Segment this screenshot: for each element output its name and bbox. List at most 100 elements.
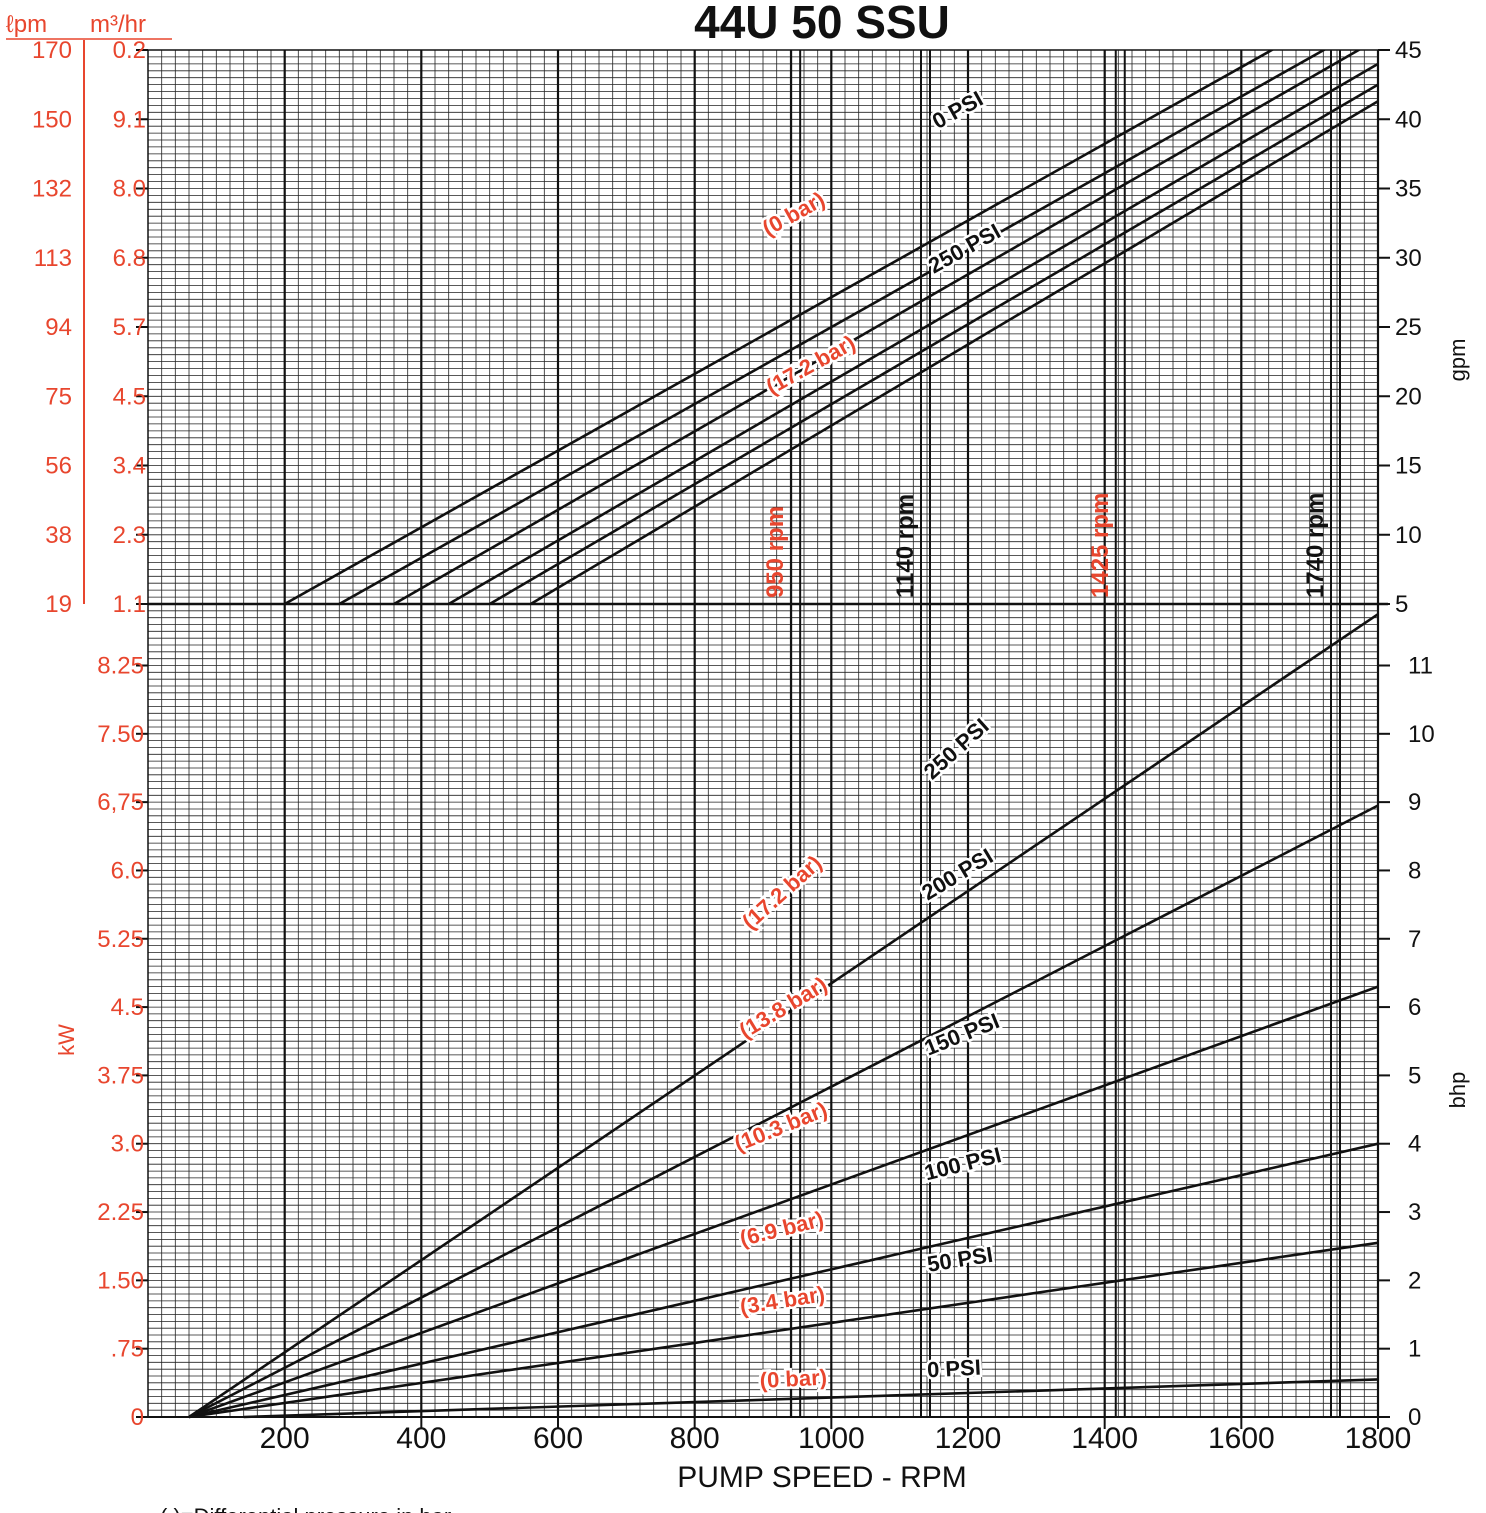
chart-grid (147, 49, 1380, 1418)
bhp-tick-label: 10 (1408, 721, 1435, 748)
power-curve (188, 1241, 1379, 1419)
m3hr-tick-label: 3.4 (113, 453, 146, 480)
gpm-tick-label: 10 (1395, 522, 1422, 549)
flow-curve (489, 83, 1378, 604)
flow-curve-label: (0 bar) (758, 187, 829, 241)
rpm-marker-lines: 950 rpm 1140 rpm 1425 rpm 1740 rpm (762, 50, 1341, 1417)
power-curve (188, 804, 1379, 1419)
footnote: ( )=Differential pressure in bar (160, 1504, 451, 1513)
flow-curve (338, 50, 1327, 604)
bhp-tick-label: 11 (1408, 652, 1433, 679)
gpm-tick-label: 5 (1395, 591, 1408, 618)
gpm-tick-label: 25 (1395, 314, 1422, 341)
power-series-group (188, 613, 1379, 1419)
kw-tick-label: 4.5 (111, 994, 144, 1021)
lpm-tick-label: 19 (45, 591, 72, 618)
x-tick-label: 600 (533, 1422, 583, 1455)
rpm-marker-label: 950 rpm (762, 506, 789, 598)
x-tick-label: 1200 (935, 1422, 1002, 1455)
gpm-axis-title: gpm (1445, 339, 1470, 382)
bhp-tick-label: 8 (1408, 857, 1421, 884)
power-curve (188, 1142, 1379, 1419)
flow-curve (448, 62, 1378, 604)
kw-tick-label: 3.0 (111, 1131, 144, 1158)
lpm-tick-label: 38 (45, 522, 72, 549)
lpm-tick-label: 56 (45, 453, 72, 480)
m3hr-tick-label: 1.1 (113, 591, 146, 618)
lpm-tick-label: 150 (32, 106, 72, 133)
x-tick-label: 1600 (1208, 1422, 1275, 1455)
x-tick-label: 1400 (1071, 1422, 1138, 1455)
lpm-tick-label: 75 (45, 383, 72, 410)
kw-tick-label: .75 (111, 1336, 144, 1363)
lpm-tick-label: 113 (34, 245, 72, 272)
power-curve-label: (0 bar) (759, 1365, 827, 1393)
flow-curve (284, 50, 1275, 604)
flow-curve-label: 250 PSI (924, 219, 1005, 279)
gpm-tick-label: 35 (1395, 176, 1422, 203)
x-tick-label: 800 (670, 1422, 720, 1455)
kw-tick-label: 8.25 (97, 652, 144, 679)
x-tick-label: 400 (396, 1422, 446, 1455)
bhp-axis-title: bhp (1445, 1072, 1470, 1109)
power-curve (188, 985, 1379, 1419)
bhp-tick-label: 4 (1408, 1131, 1421, 1158)
x-axis-label: PUMP SPEED - RPM (677, 1461, 967, 1494)
rpm-marker-label: 1140 rpm (892, 494, 919, 598)
m3hr-tick-label: 8.0 (113, 176, 146, 203)
gpm-tick-label: 40 (1395, 106, 1422, 133)
x-tick-label: 1800 (1345, 1422, 1412, 1455)
bhp-tick-label: 0 (1408, 1404, 1421, 1431)
m3hr-tick-label: 4.5 (113, 383, 146, 410)
kw-tick-label: 5.25 (97, 926, 144, 953)
power-curve (188, 613, 1379, 1419)
bhp-tick-label: 7 (1408, 926, 1421, 953)
gpm-tick-label: 45 (1395, 37, 1422, 64)
lpm-header: ℓpm (6, 11, 47, 38)
power-curve-label: 50 PSI (925, 1242, 994, 1277)
kw-axis-title: kW (54, 1024, 79, 1056)
bhp-tick-label: 6 (1408, 994, 1421, 1021)
m3hr-tick-label: 0.2 (113, 37, 146, 64)
rpm-marker-label: 1740 rpm (1302, 493, 1329, 598)
flow-series-group (284, 50, 1378, 604)
kw-tick-label: 2.25 (97, 1199, 144, 1226)
flow-curve (393, 50, 1362, 604)
power-curve-label: 0 PSI (926, 1355, 981, 1383)
m3hr-tick-label: 5.7 (113, 314, 146, 341)
m3hr-header: m³/hr (90, 11, 146, 38)
x-tick-label: 200 (260, 1422, 310, 1455)
axes-group: 200 400 600 800 1000 1200 1400 1600 180051015202… (6, 37, 1435, 1455)
kw-tick-label: 6,75 (97, 789, 144, 816)
rpm-marker-label: 1425 rpm (1087, 493, 1114, 598)
lpm-tick-label: 94 (45, 314, 72, 341)
gpm-tick-label: 15 (1395, 453, 1422, 480)
m3hr-tick-label: 9.1 (113, 106, 146, 133)
m3hr-tick-label: 2.3 (113, 522, 146, 549)
lpm-tick-label: 170 (32, 37, 72, 64)
bhp-tick-label: 3 (1408, 1199, 1421, 1226)
lpm-tick-label: 132 (32, 176, 72, 203)
grid-minor (147, 49, 1379, 1418)
kw-tick-label: 6.0 (111, 857, 144, 884)
x-tick-label: 1000 (798, 1422, 865, 1455)
power-curve-label: (17.2 bar) (737, 850, 826, 934)
power-curve-label: 150 PSI (921, 1008, 1003, 1061)
chart-title: 44U 50 SSU (694, 0, 950, 48)
gpm-tick-label: 20 (1395, 383, 1422, 410)
bhp-tick-label: 5 (1408, 1062, 1421, 1089)
kw-tick-label: 7.50 (97, 721, 144, 748)
m3hr-tick-label: 6.8 (113, 245, 146, 272)
gpm-tick-label: 30 (1395, 245, 1422, 272)
kw-tick-label: 1.50 (97, 1267, 144, 1294)
bhp-tick-label: 1 (1408, 1336, 1421, 1363)
bhp-tick-label: 9 (1408, 789, 1421, 816)
kw-tick-label: 0 (131, 1404, 144, 1431)
power-curve-label: (10.3 bar) (731, 1097, 831, 1157)
bhp-tick-label: 2 (1408, 1267, 1421, 1294)
kw-tick-label: 3.75 (97, 1062, 144, 1089)
flow-curve (530, 100, 1378, 604)
flow-curve-label: 0 PSI (928, 86, 987, 134)
